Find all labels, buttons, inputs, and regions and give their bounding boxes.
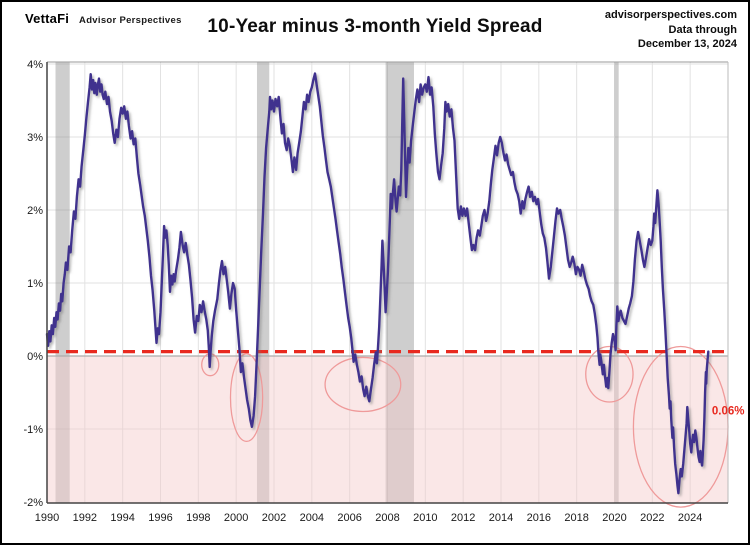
x-axis-tick-label: 1994 <box>110 512 134 524</box>
x-axis-tick-label: 2010 <box>413 512 437 524</box>
x-axis-tick-label: 2012 <box>451 512 475 524</box>
source-site: advisorperspectives.com <box>604 9 737 21</box>
vettafi-logo: VettaFi Advisor Perspectives <box>25 10 182 28</box>
x-axis-tick-label: 2008 <box>375 512 399 524</box>
x-axis-tick-label: 2022 <box>640 512 664 524</box>
x-axis-tick-label: 2000 <box>224 512 248 524</box>
y-axis-tick-label: -2% <box>23 497 43 509</box>
x-axis-tick-label: 1996 <box>148 512 172 524</box>
y-axis-tick-label: 4% <box>27 59 43 71</box>
page-title: 10-Year minus 3-month Yield Spread <box>207 16 543 37</box>
data-through-label: Data through <box>668 23 737 36</box>
y-axis-tick-label: -1% <box>23 424 43 436</box>
data-through-date: December 13, 2024 <box>637 38 737 51</box>
x-axis-tick-label: 1990 <box>35 512 59 524</box>
source-block: advisorperspectives.com Data through Dec… <box>605 8 737 52</box>
y-axis-tick-label: 2% <box>27 205 43 217</box>
logo-subtitle: Advisor Perspectives <box>79 15 182 26</box>
x-axis-tick-label: 2016 <box>527 512 551 524</box>
x-axis-tick-label: 2014 <box>489 512 513 524</box>
x-axis-tick-label: 1998 <box>186 512 210 524</box>
x-axis-tick-label: 1992 <box>73 512 97 524</box>
y-axis-tick-label: 1% <box>27 278 43 290</box>
x-axis-tick-label: 2006 <box>337 512 361 524</box>
x-axis-tick-label: 2002 <box>262 512 286 524</box>
x-axis-tick-label: 2018 <box>564 512 588 524</box>
x-axis-tick-label: 2004 <box>300 512 324 524</box>
y-axis-tick-label: 3% <box>27 132 43 144</box>
y-axis-tick-label: 0% <box>27 351 43 363</box>
x-axis-tick-label: 2024 <box>678 512 702 524</box>
x-axis-tick-label: 2020 <box>602 512 626 524</box>
vettafi-wordmark: VettaFi <box>25 11 70 26</box>
